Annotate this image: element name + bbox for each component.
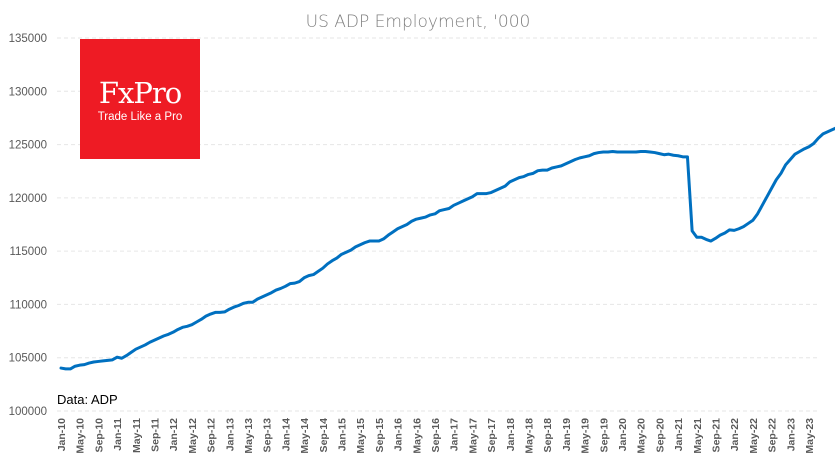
y-tick-label: 115000 [9, 246, 47, 258]
x-tick-label: Jan-13 [224, 418, 236, 451]
x-tick-label: Jan-15 [337, 418, 349, 451]
x-tick-label: Sep-13 [262, 418, 274, 453]
logo-wordmark: FxPro [98, 76, 182, 110]
x-tick-label: Sep-15 [374, 418, 386, 453]
x-tick-label: Sep-22 [767, 418, 779, 453]
x-tick-label: Sep-16 [430, 418, 442, 453]
x-tick-label: Sep-10 [93, 418, 105, 453]
x-tick-label: Jan-17 [449, 418, 461, 451]
x-tick-label: May-23 [804, 418, 816, 454]
fxpro-logo: FxPro Trade Like a Pro [80, 39, 200, 159]
x-tick-label: Sep-14 [318, 418, 330, 453]
x-tick-label: Jan-20 [617, 418, 629, 451]
x-tick-label: Jan-12 [168, 418, 180, 451]
x-tick-label: Jan-16 [393, 418, 405, 451]
x-tick-label: Jan-11 [112, 418, 124, 451]
x-tick-label: May-22 [748, 418, 760, 454]
chart-title: US ADP Employment, '000 [306, 12, 531, 32]
x-tick-label: May-13 [243, 418, 255, 454]
x-tick-label: Jan-14 [280, 418, 292, 451]
y-axis-labels: 100000 105000 110000 115000 120000 125000 1300… [9, 33, 47, 418]
x-tick-label: May-15 [355, 418, 367, 454]
x-tick-label: Jan-10 [56, 418, 68, 451]
x-tick-label: May-14 [299, 418, 311, 454]
x-tick-label: Jan-21 [673, 418, 685, 451]
series-line-adp-employment [59, 126, 835, 371]
x-tick-label: Sep-19 [598, 418, 610, 453]
logo-tagline: Trade Like a Pro [97, 111, 183, 123]
x-tick-label: May-21 [692, 418, 704, 454]
y-tick-label: 125000 [9, 140, 47, 152]
x-tick-label: Sep-21 [711, 418, 723, 453]
x-tick-label: Sep-20 [654, 418, 666, 453]
y-tick-label: 105000 [9, 353, 47, 365]
y-tick-label: 110000 [9, 299, 47, 311]
x-tick-label: May-11 [131, 418, 143, 453]
source-note: Data: ADP [57, 392, 118, 407]
y-tick-label: 135000 [9, 33, 47, 45]
y-tick-label: 100000 [9, 406, 47, 418]
x-tick-label: Sep-12 [206, 418, 218, 453]
x-tick-label: Jan-22 [729, 418, 741, 451]
x-tick-label: Jan-18 [505, 418, 517, 451]
y-tick-label: 130000 [9, 86, 47, 98]
x-tick-label: Sep-11 [150, 418, 162, 452]
x-tick-label: May-16 [411, 418, 423, 454]
x-tick-label: May-12 [187, 418, 199, 454]
y-tick-label: 120000 [9, 193, 47, 205]
x-tick-label: Sep-17 [486, 418, 498, 453]
x-tick-label: May-10 [75, 418, 87, 454]
x-tick-label: May-18 [524, 418, 536, 454]
x-tick-label: May-19 [580, 418, 592, 454]
x-tick-label: Jan-23 [785, 418, 797, 451]
x-tick-label: May-20 [636, 418, 648, 454]
x-axis-labels: Jan-10 May-10 Sep-10 Jan-11 May-11 Sep-11 Jan-… [56, 418, 816, 454]
x-tick-label: Jan-19 [561, 418, 573, 451]
x-tick-label: Sep-18 [542, 418, 554, 453]
x-tick-label: May-17 [467, 418, 479, 454]
